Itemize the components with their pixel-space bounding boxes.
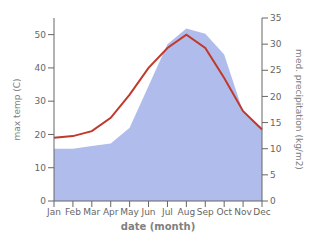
- svg-text:35: 35: [270, 13, 281, 23]
- svg-text:date (month): date (month): [121, 221, 195, 232]
- svg-text:May: May: [120, 207, 139, 217]
- svg-text:5: 5: [270, 170, 276, 180]
- svg-text:Jun: Jun: [141, 207, 156, 217]
- svg-text:10: 10: [35, 163, 47, 173]
- svg-text:0: 0: [270, 196, 276, 206]
- svg-text:25: 25: [270, 65, 281, 75]
- svg-text:0: 0: [40, 196, 46, 206]
- svg-text:Aug: Aug: [178, 207, 196, 217]
- svg-text:10: 10: [270, 144, 282, 154]
- svg-text:Dec: Dec: [253, 207, 270, 217]
- svg-text:50: 50: [35, 30, 47, 40]
- svg-text:Oct: Oct: [216, 207, 232, 217]
- svg-text:Nov: Nov: [234, 207, 252, 217]
- svg-text:15: 15: [270, 118, 281, 128]
- svg-text:30: 30: [270, 39, 282, 49]
- svg-text:Apr: Apr: [103, 207, 119, 217]
- svg-text:40: 40: [35, 63, 47, 73]
- svg-text:Jul: Jul: [161, 207, 173, 217]
- svg-text:med. precipitation (kg/m2): med. precipitation (kg/m2): [294, 49, 304, 170]
- svg-text:20: 20: [270, 92, 282, 102]
- svg-text:Feb: Feb: [65, 207, 81, 217]
- svg-text:Mar: Mar: [83, 207, 100, 217]
- svg-text:max temp (C): max temp (C): [12, 78, 22, 140]
- svg-text:Jan: Jan: [46, 207, 61, 217]
- svg-text:Sep: Sep: [197, 207, 214, 217]
- svg-text:30: 30: [35, 96, 47, 106]
- svg-text:20: 20: [35, 130, 47, 140]
